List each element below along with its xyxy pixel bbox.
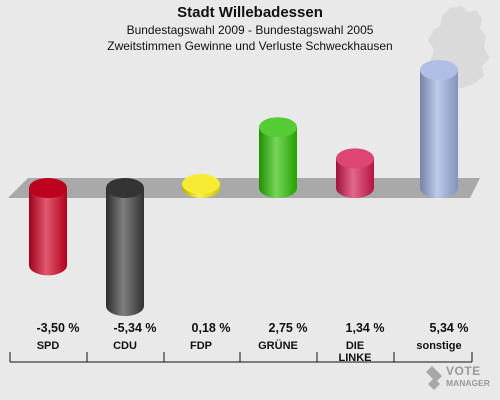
- bar-spd: [29, 178, 67, 276]
- value-label: -3,50 %: [36, 321, 80, 335]
- category-label: CDU: [113, 340, 137, 352]
- value-label: 0,18 %: [191, 321, 231, 335]
- category-label: GRÜNE: [258, 340, 298, 352]
- chart-subtitle-area: Zweitstimmen Gewinne und Verluste Schwec…: [107, 39, 393, 53]
- chart-title: Stadt Willebadessen: [177, 4, 323, 21]
- bar-cdu: [106, 178, 144, 316]
- category-label: DIE LINKE: [338, 340, 372, 364]
- vote-manager-logo: VOTE MANAGER: [424, 362, 494, 396]
- bar-sonstige: [420, 60, 458, 198]
- bar-die-linke: [336, 148, 374, 198]
- value-label: 5,34 %: [429, 321, 469, 335]
- zero-baseline-band: [8, 178, 480, 198]
- baseline-band-shape: [8, 178, 480, 198]
- watermark-line1: VOTE: [446, 364, 481, 378]
- bar-fdp: [182, 174, 220, 198]
- category-label: sonstige: [416, 340, 462, 352]
- watermark-line2: MANAGER: [446, 378, 490, 388]
- category-label: SPD: [36, 340, 60, 352]
- category-label: FDP: [190, 340, 212, 352]
- chart-subtitle-election: Bundestagswahl 2009 - Bundestagswahl 200…: [126, 23, 374, 37]
- value-label: 2,75 %: [268, 321, 308, 335]
- value-label: 1,34 %: [345, 321, 385, 335]
- value-label: -5,34 %: [113, 321, 157, 335]
- bar-grüne: [259, 117, 297, 198]
